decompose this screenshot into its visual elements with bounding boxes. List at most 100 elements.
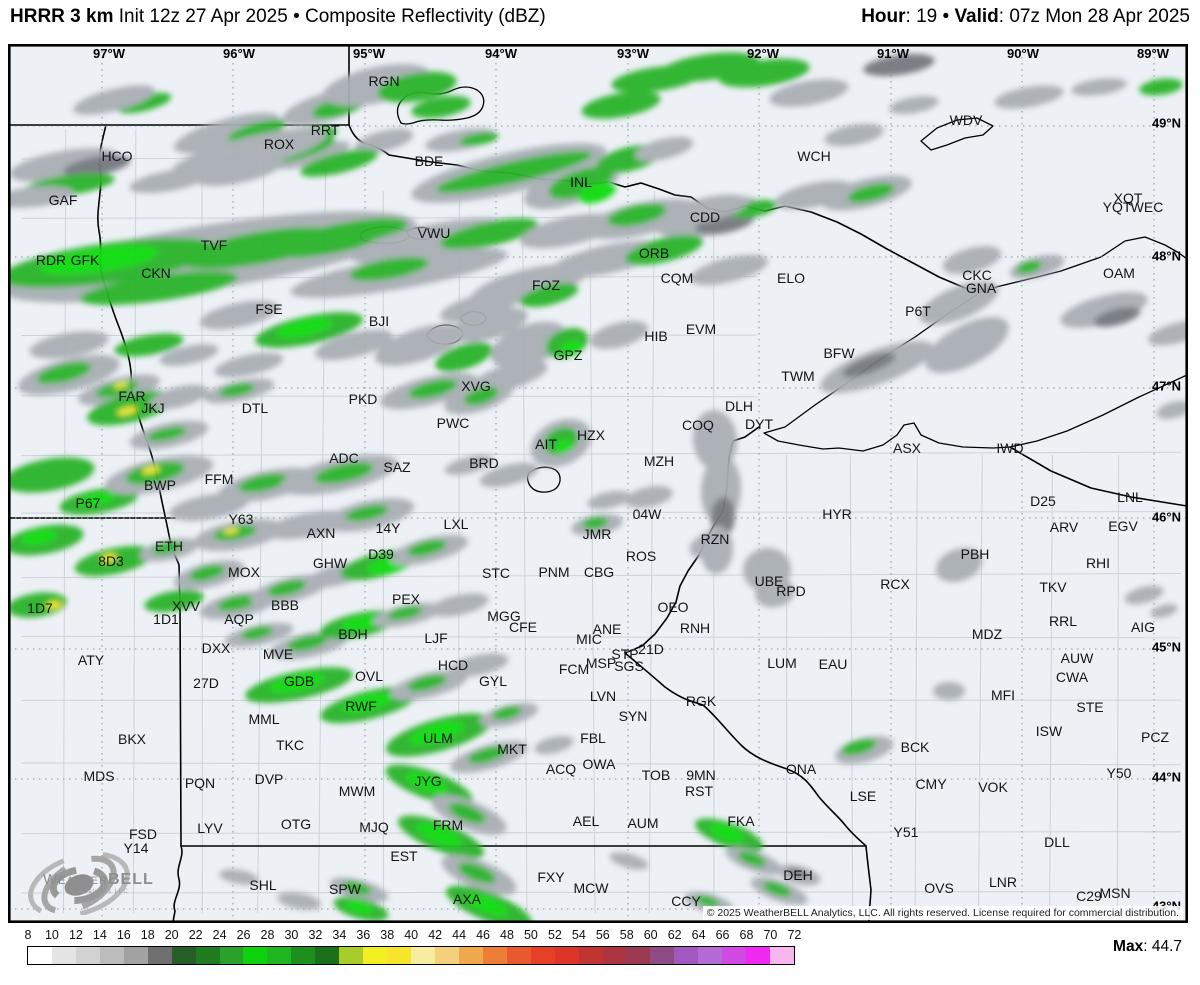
station-label-bck: BCK xyxy=(900,739,930,755)
colorbar-cell-64 xyxy=(698,947,723,964)
colorbar-tick-68: 68 xyxy=(739,928,754,942)
station-label-ovs: OVS xyxy=(924,880,954,896)
station-label-d25: D25 xyxy=(1030,493,1056,509)
colorbar-tick-52: 52 xyxy=(547,928,562,942)
colorbar-cell-54 xyxy=(578,947,603,964)
colorbar-cell-68 xyxy=(746,947,771,964)
station-label-lxl: LXL xyxy=(443,516,469,532)
reflectivity-colorbar: 8 10 12 14 16 18 20 22 24 26 28 30 32 34 36 38 40 42 44 46 4… xyxy=(0,926,1200,982)
header-bullet: • xyxy=(293,6,300,27)
station-label-tvf: TVF xyxy=(200,237,228,253)
station-label-rgk: RGK xyxy=(685,693,717,709)
hour-value: 19 xyxy=(916,6,938,27)
colorbar-cell-48 xyxy=(506,947,531,964)
station-label-cdd: CDD xyxy=(689,209,721,225)
colorbar-tick-34: 34 xyxy=(332,928,347,942)
latitude-label: 47°N xyxy=(1151,378,1181,394)
colorbar-gradient xyxy=(27,946,795,965)
station-label-ckc: CKC xyxy=(962,267,992,283)
station-label-14y: 14Y xyxy=(375,520,401,536)
station-label-eau: EAU xyxy=(818,656,848,672)
station-label-elo: ELO xyxy=(776,270,806,286)
colorbar-tick-60: 60 xyxy=(643,928,658,942)
station-label-hcd: HCD xyxy=(437,657,469,673)
colorbar-tick-58: 58 xyxy=(619,928,634,942)
station-label-dvp: DVP xyxy=(254,771,284,787)
station-label-eth: ETH xyxy=(155,538,183,554)
station-label-syn: SYN xyxy=(618,708,648,724)
station-label-iwd: IWD xyxy=(996,440,1024,456)
station-label-lse: LSE xyxy=(849,788,877,804)
station-label-bkx: BKX xyxy=(117,731,147,747)
station-label-mkt: MKT xyxy=(497,741,527,757)
station-label-mjq: MJQ xyxy=(359,819,389,835)
colorbar-cell-20 xyxy=(171,947,196,964)
station-label-stp: STP xyxy=(611,646,639,662)
station-label-tkc: TKC xyxy=(276,737,304,753)
station-label-pcz: PCZ xyxy=(1141,729,1169,745)
station-label-hib: HIB xyxy=(644,328,668,344)
station-label-y51: Y51 xyxy=(893,824,919,840)
station-label-ghw: GHW xyxy=(312,555,348,571)
station-label-bji: BJI xyxy=(368,313,390,329)
station-label-ovl: OVL xyxy=(354,668,384,684)
colorbar-tick-24: 24 xyxy=(212,928,227,942)
station-label-rdr: RDR xyxy=(35,252,67,268)
station-label-9mn: 9MN xyxy=(686,767,716,783)
station-label-egv: EGV xyxy=(1108,518,1138,534)
station-label-aty: ATY xyxy=(77,652,105,668)
colorbar-tick-38: 38 xyxy=(380,928,395,942)
colorbar-tick-40: 40 xyxy=(404,928,419,942)
station-label-cqm: CQM xyxy=(660,270,694,286)
station-label-asx: ASX xyxy=(892,440,922,456)
colorbar-cell-36 xyxy=(363,947,388,964)
colorbar-tick-30: 30 xyxy=(284,928,299,942)
station-label-pbh: PBH xyxy=(960,546,990,562)
station-label-fka: FKA xyxy=(727,813,755,829)
station-label-gdb: GDB xyxy=(283,673,315,689)
station-label-rst: RST xyxy=(685,783,713,799)
station-label-mds: MDS xyxy=(83,768,115,784)
colorbar-cell-10 xyxy=(51,947,76,964)
map-label-layer: RGN BDE INL CDD RRT ROX HCO GAF TVF RDR GFK CKN VWU O… xyxy=(9,45,1187,922)
station-label-far: FAR xyxy=(118,388,146,404)
station-label-msn: MSN xyxy=(1099,885,1131,901)
station-label-mgg: MGG xyxy=(487,608,521,624)
station-label-jmr: JMR xyxy=(582,526,612,542)
latitude-label: 45°N xyxy=(1151,639,1181,655)
colorbar-tick-16: 16 xyxy=(116,928,131,942)
max-value: 44.7 xyxy=(1151,938,1182,955)
hour-label: Hour xyxy=(861,6,906,27)
station-label-fsd: FSD xyxy=(129,826,157,842)
station-label-y50: Y50 xyxy=(1106,765,1132,781)
colorbar-cell-8 xyxy=(28,947,52,964)
valid-value: 07z Mon 28 Apr 2025 xyxy=(1009,6,1190,27)
colorbar-cell-14 xyxy=(99,947,124,964)
station-label-fcm: FCM xyxy=(558,661,590,677)
colorbar-cell-62 xyxy=(674,947,699,964)
colorbar-tick-labels: 8 10 12 14 16 18 20 22 24 26 28 30 32 34 36 38 40 42 44 46 4… xyxy=(0,928,1200,943)
station-label-dxx: DXX xyxy=(201,640,231,656)
weatherbell-logo: WeatherBELL Analytics LLC xyxy=(17,845,167,915)
station-label-shl: SHL xyxy=(249,877,277,893)
colorbar-tick-8: 8 xyxy=(24,928,32,942)
colorbar-tick-62: 62 xyxy=(667,928,682,942)
colorbar-tick-10: 10 xyxy=(44,928,59,942)
header-bullet-2: • xyxy=(942,6,950,27)
colorbar-cell-12 xyxy=(75,947,100,964)
colorbar-cell-46 xyxy=(482,947,507,964)
colorbar-cell-30 xyxy=(291,947,316,964)
station-label-lnl: LNL xyxy=(1117,489,1143,505)
station-label-aum: AUM xyxy=(627,815,659,831)
colorbar-cell-38 xyxy=(387,947,411,964)
station-label-tkv: TKV xyxy=(1039,579,1067,595)
station-label-aig: AIG xyxy=(1130,619,1156,635)
model-title: HRRR 3 km Init 12z 27 Apr 2025 • Composi… xyxy=(10,6,546,28)
colorbar-tick-54: 54 xyxy=(571,928,586,942)
colorbar-cell-18 xyxy=(147,947,172,964)
colorbar-tick-36: 36 xyxy=(356,928,371,942)
max-label: Max xyxy=(1113,938,1144,955)
longitude-label: 89°W xyxy=(1137,46,1169,61)
station-label-deh: DEH xyxy=(783,867,813,883)
station-label-ros: ROS xyxy=(625,548,657,564)
